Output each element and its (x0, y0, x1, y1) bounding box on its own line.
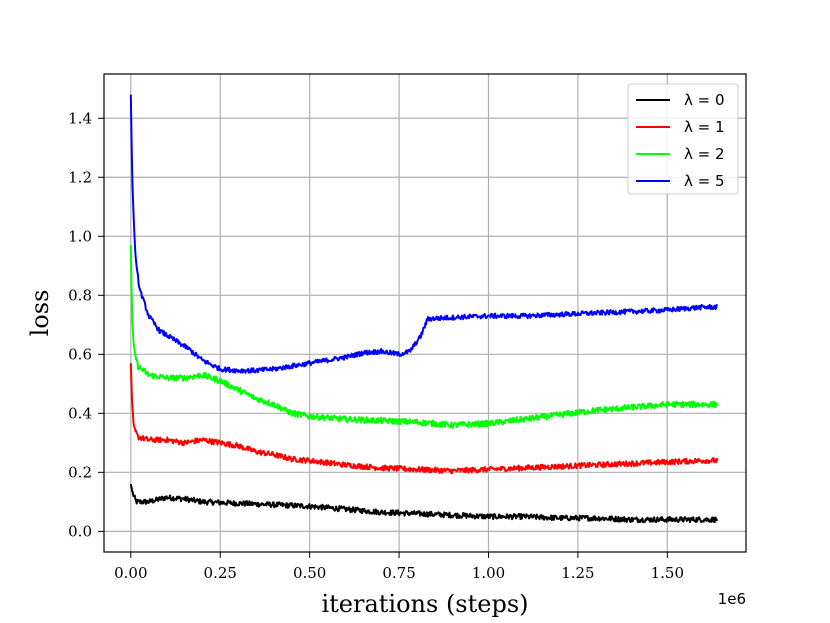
x-tick-label: 1.25 (561, 564, 594, 582)
x-tick-label: 1.00 (472, 564, 505, 582)
y-tick-label: 0.8 (68, 286, 92, 304)
x-tick-label: 1.50 (651, 564, 684, 582)
x-tick-label: 0.50 (293, 564, 326, 582)
x-axis-offset-label: 1e6 (718, 590, 746, 608)
series-line-3 (129, 94, 719, 374)
x-tick-label: 0.00 (114, 564, 147, 582)
legend-label: λ = 5 (684, 172, 725, 190)
series-line-2 (129, 245, 719, 429)
x-tick-label: 0.25 (204, 564, 237, 582)
x-axis-title: iterations (steps) (321, 590, 528, 618)
y-tick-label: 1.4 (68, 109, 92, 127)
y-tick-label: 1.0 (68, 227, 92, 245)
series-layer (129, 94, 719, 524)
legend-label: λ = 2 (684, 145, 725, 163)
y-axis: 0.0 0.2 0.4 0.6 0.8 1.0 1.2 1.4 (68, 109, 104, 540)
legend-box (627, 83, 739, 195)
y-tick-label: 1.2 (68, 168, 92, 186)
y-tick-label: 0.6 (68, 345, 92, 363)
plot-frame (103, 73, 747, 553)
y-tick-label: 0.4 (68, 404, 92, 422)
series-line-0 (129, 483, 719, 524)
legend: λ = 0 λ = 1 λ = 2 λ = 5 (627, 83, 739, 195)
series-line-1 (129, 363, 719, 475)
x-axis: 0.00 0.25 0.50 0.75 1.00 1.25 1.50 (114, 552, 684, 582)
y-axis-title: loss (26, 290, 54, 337)
y-tick-label: 0.2 (68, 463, 92, 481)
legend-label: λ = 0 (684, 91, 725, 109)
y-tick-label: 0.0 (68, 522, 92, 540)
x-tick-label: 0.75 (382, 564, 415, 582)
legend-label: λ = 1 (684, 118, 725, 136)
grid (104, 74, 746, 552)
